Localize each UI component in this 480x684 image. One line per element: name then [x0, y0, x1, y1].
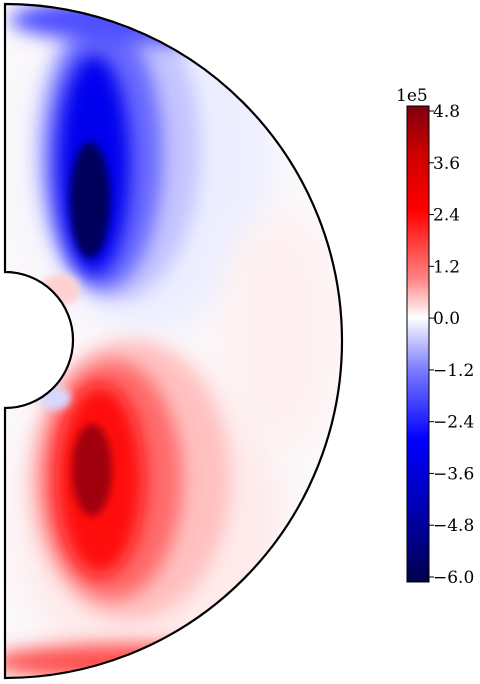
colorbar-tick-label: −1.2 [433, 361, 474, 381]
colorbar-scale-label: 1e5 [396, 86, 428, 106]
south-rim-band [5, 644, 270, 678]
colorbar-tick-label: −4.8 [433, 516, 474, 536]
colorbar: 4.8 3.6 2.4 1.2 0.0 −1.2 −2.4 −3.6 −4.8 −6.0 1e5 [396, 86, 474, 588]
inner-negative-spot [39, 386, 71, 410]
colorbar-tick-label: −6.0 [433, 568, 474, 588]
colorbar-tick-label: −2.4 [433, 413, 474, 433]
colorbar-gradient [406, 105, 430, 583]
colorbar-tick-label: 4.8 [433, 102, 460, 122]
colorbar-tick-label: 0.0 [433, 309, 460, 329]
colorbar-tick-label: −3.6 [433, 464, 474, 484]
colorbar-tick-label: 1.2 [433, 257, 460, 277]
colorbar-tick-label: 2.4 [433, 206, 460, 226]
outer-weak-positive [220, 210, 340, 450]
colorbar-tick-label: 3.6 [433, 154, 460, 174]
south-lobe-core [72, 424, 112, 516]
colorbar-ticks: 4.8 3.6 2.4 1.2 0.0 −1.2 −2.4 −3.6 −4.8 −6.0 [429, 102, 474, 588]
domain-boundary [3, 2, 344, 680]
contour-field [5, 4, 342, 678]
north-lobe-core [70, 142, 110, 258]
